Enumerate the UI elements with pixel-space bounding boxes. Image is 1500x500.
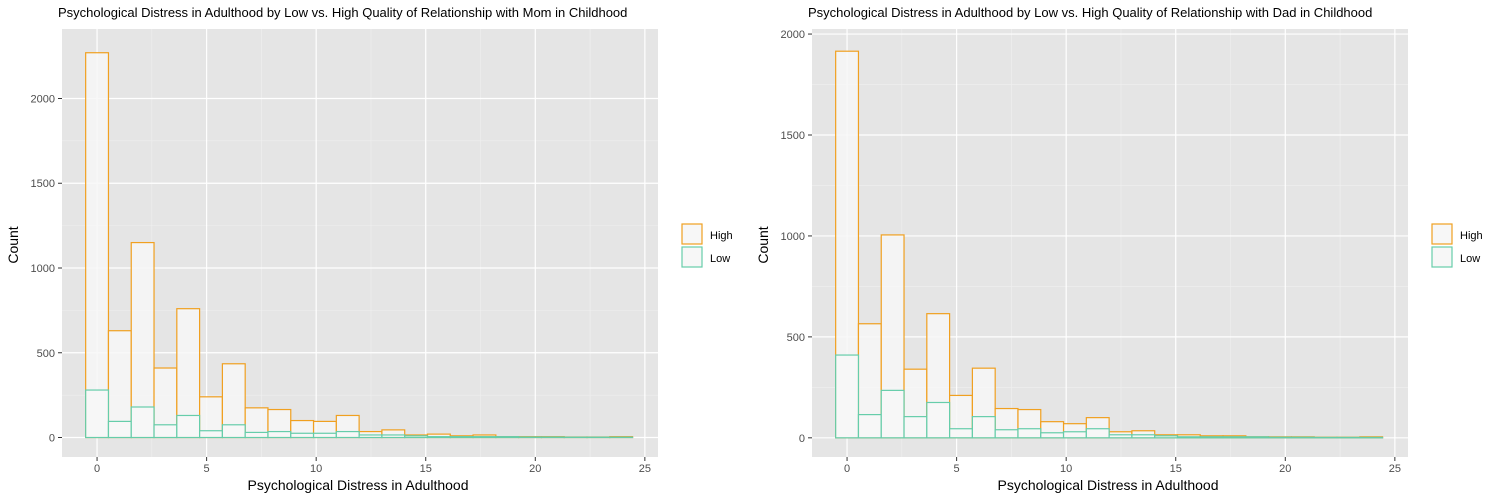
bar-low (449, 436, 474, 439)
bar-low (1154, 435, 1179, 439)
bar-low (1062, 431, 1087, 439)
chart-mom-svg: Psychological Distress in Adulthood by L… (5, 5, 733, 493)
bar-low (426, 436, 451, 439)
bar-low (1268, 436, 1293, 439)
bar-low (130, 406, 155, 439)
bar-low (880, 389, 905, 439)
bar-low (1290, 436, 1315, 439)
bar-low (1176, 436, 1201, 439)
bar-low (949, 428, 973, 439)
legend-label-low: Low (710, 253, 730, 265)
plot-area: 0 5 10 15 20 25 0 500 1000 1500 2000 (781, 29, 1408, 475)
y-tick-label: 0 (49, 433, 55, 445)
bar-low (199, 430, 223, 439)
y-axis-title: Count (755, 226, 771, 263)
legend: High Low (681, 223, 733, 268)
x-tick-label: 15 (1170, 463, 1182, 475)
bar-low (312, 432, 337, 439)
bar-low (1108, 434, 1133, 439)
bar-low (518, 436, 543, 439)
legend-label-high: High (710, 230, 733, 242)
bar-low (1199, 436, 1224, 439)
bar-low (335, 430, 360, 439)
bar-low (1085, 428, 1110, 439)
legend-label-high: High (1460, 230, 1483, 242)
x-tick-label: 20 (529, 463, 541, 475)
bar-low (1131, 434, 1156, 439)
legend: High Low (1431, 223, 1483, 268)
legend-key-high (1431, 223, 1453, 245)
bar-low (472, 436, 497, 439)
bar-low (1040, 432, 1065, 439)
bar-low (835, 354, 860, 439)
x-tick-label: 0 (94, 463, 100, 475)
x-tick-label: 10 (1060, 463, 1072, 475)
legend-label-low: Low (1460, 253, 1480, 265)
bar-low (381, 434, 406, 439)
bar-low (540, 436, 565, 439)
bar-low (1222, 436, 1247, 439)
y-tick-label: 500 (37, 348, 55, 360)
x-axis-title: Psychological Distress in Adulthood (247, 477, 468, 493)
legend-key-high (681, 223, 703, 245)
bar-low (971, 416, 996, 439)
legend-key-low (681, 246, 703, 268)
bar-low (926, 401, 951, 439)
bar-low (404, 435, 429, 439)
bar-low (857, 414, 882, 439)
bar-low (358, 434, 383, 439)
chart-title: Psychological Distress in Adulthood by L… (58, 5, 627, 20)
y-tick-label: 500 (787, 332, 805, 344)
bar-low (267, 430, 292, 439)
y-tick-label: 2000 (31, 93, 55, 105)
bar-high (85, 52, 110, 439)
y-axis-title: Count (5, 226, 21, 263)
bar-low (244, 431, 269, 439)
bar-low (153, 424, 178, 439)
bar-low (290, 432, 315, 439)
x-tick-label: 15 (420, 463, 432, 475)
y-tick-label: 0 (799, 433, 805, 445)
bar-low (221, 424, 246, 439)
bar-low (85, 389, 110, 439)
bar-low (1245, 436, 1270, 439)
legend-key-low (1431, 246, 1453, 268)
x-axis-title: Psychological Distress in Adulthood (997, 477, 1218, 493)
chart-dad-svg: Psychological Distress in Adulthood by L… (755, 5, 1483, 493)
x-tick-label: 25 (639, 463, 651, 475)
x-tick-label: 5 (204, 463, 210, 475)
x-tick-label: 10 (310, 463, 322, 475)
y-tick-label: 2000 (781, 29, 805, 41)
y-tick-label: 1000 (31, 263, 55, 275)
chart-title: Psychological Distress in Adulthood by L… (808, 5, 1372, 20)
plot-area: 0 5 10 15 20 25 0 500 1000 1500 2000 (31, 29, 658, 475)
bar-low (903, 416, 928, 439)
x-tick-label: 5 (954, 463, 960, 475)
bar-low (1017, 428, 1042, 439)
y-tick-label: 1000 (781, 231, 805, 243)
chart-dad: Psychological Distress in Adulthood by L… (750, 0, 1500, 500)
bar-low (107, 420, 132, 439)
x-tick-label: 25 (1389, 463, 1401, 475)
bar-low (994, 429, 1019, 439)
y-tick-label: 1500 (31, 178, 55, 190)
chart-mom: Psychological Distress in Adulthood by L… (5, 5, 733, 493)
y-tick-label: 1500 (781, 130, 805, 142)
bar-low (176, 414, 201, 439)
bar-low (495, 436, 520, 439)
x-tick-label: 0 (844, 463, 850, 475)
x-tick-label: 20 (1279, 463, 1291, 475)
